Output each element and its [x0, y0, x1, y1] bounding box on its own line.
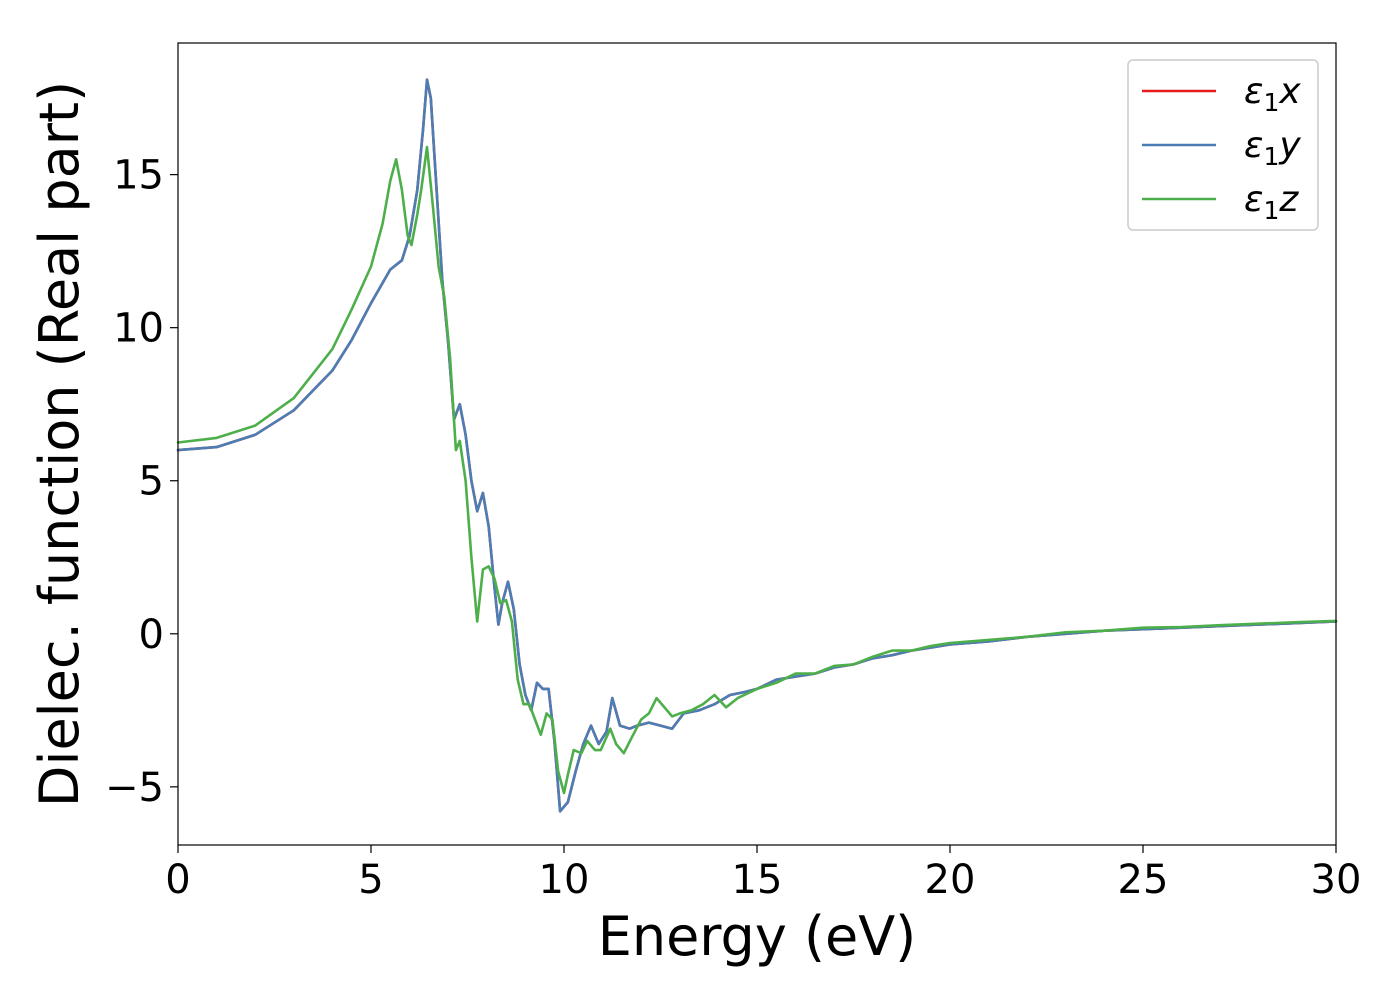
y-tick-label: −5 [105, 765, 164, 811]
y-tick-label: 0 [139, 612, 164, 658]
y-axis: −5 0 5 10 15 [105, 153, 178, 811]
y-tick-label: 5 [139, 459, 164, 505]
series-layer [176, 78, 1338, 813]
y-axis-label: Dielec. function (Real part) [28, 81, 91, 807]
x-axis-label: Energy (eV) [598, 905, 917, 968]
legend-box [1127, 59, 1319, 231]
legend-label: ε1y [1244, 125, 1301, 171]
x-tick-label: 15 [732, 857, 783, 903]
series-line-2 [176, 78, 1338, 813]
x-tick-label: 10 [539, 857, 590, 903]
legend-label: ε1x [1244, 71, 1301, 117]
series-line-3 [176, 145, 1338, 795]
legend-label: ε1z [1244, 179, 1299, 225]
y-tick-label: 10 [113, 306, 164, 352]
x-tick-label: 0 [165, 857, 190, 903]
x-tick-label: 5 [358, 857, 383, 903]
x-tick-label: 25 [1118, 857, 1169, 903]
x-tick-label: 30 [1311, 857, 1362, 903]
y-tick-label: 15 [113, 153, 164, 199]
x-tick-label: 20 [925, 857, 976, 903]
x-axis: 0 5 10 15 20 25 30 [165, 845, 1361, 903]
legend: ε1x ε1y ε1z [1127, 59, 1319, 231]
